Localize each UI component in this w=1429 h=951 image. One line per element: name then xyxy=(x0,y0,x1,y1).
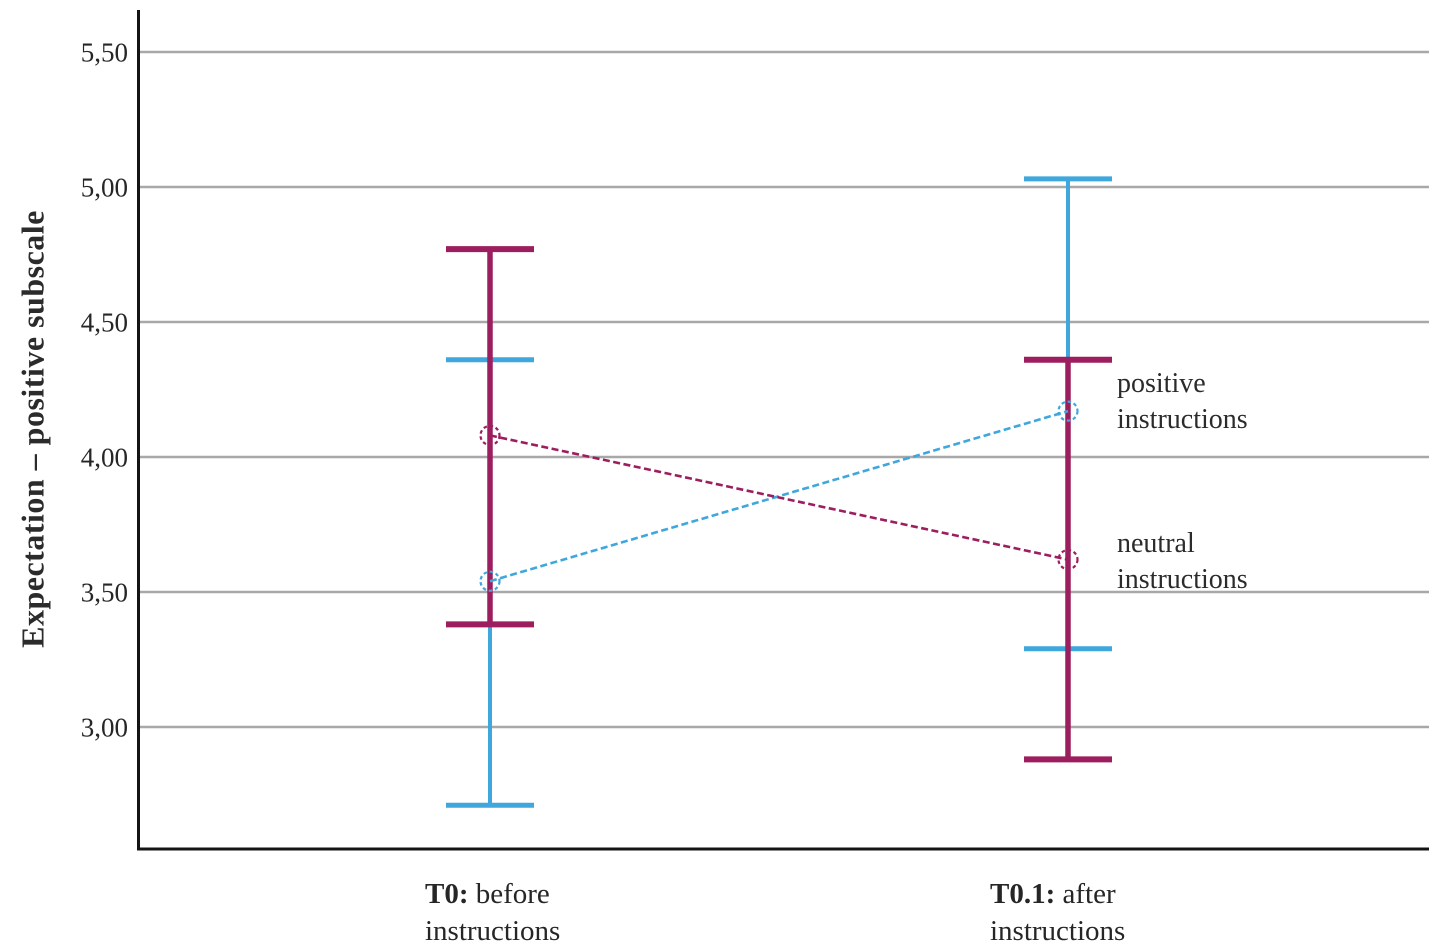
series-line xyxy=(489,409,1069,583)
x-axis-label-t01: T0.1: after instructions xyxy=(990,876,1155,950)
x-axis-label-t0: T0: before instructions xyxy=(425,876,590,950)
series-label-positive: positive instructions xyxy=(1117,368,1248,435)
y-tick-label: 5,50 xyxy=(81,38,128,68)
y-tick-label: 4,50 xyxy=(81,308,128,338)
y-tick-label: 3,50 xyxy=(81,578,128,608)
data-point-marker xyxy=(1057,548,1079,571)
y-tick-label: 4,00 xyxy=(81,443,128,473)
data-point-marker xyxy=(1057,400,1079,422)
data-point-marker xyxy=(479,424,501,446)
y-tick-label: 3,00 xyxy=(81,713,128,743)
x-axis-label-t0-text: before instructions xyxy=(425,878,561,947)
series-line xyxy=(489,434,1069,561)
x-axis-label-t01-prefix: T0.1: xyxy=(990,878,1056,910)
x-axis-label-t0-prefix: T0: xyxy=(425,878,469,910)
series-label-neutral: neutral instructions xyxy=(1117,528,1248,595)
data-point-marker xyxy=(479,570,501,592)
x-axis-label-t01-text: after instructions xyxy=(990,878,1126,947)
y-tick-label: 5,00 xyxy=(81,173,128,203)
